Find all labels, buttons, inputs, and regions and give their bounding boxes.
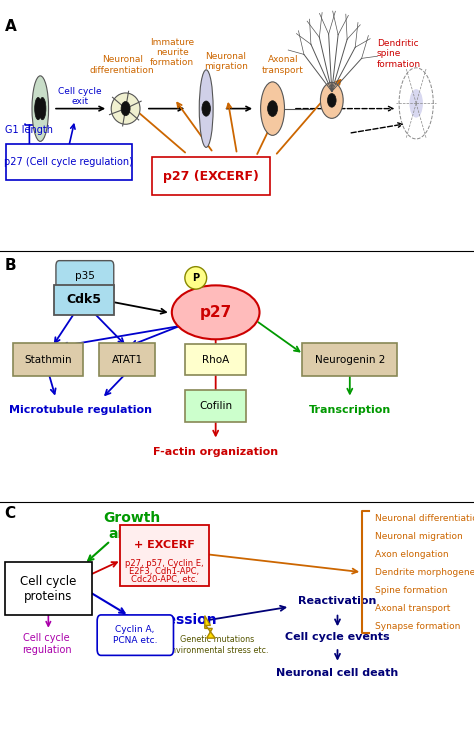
FancyBboxPatch shape xyxy=(120,525,209,586)
Ellipse shape xyxy=(328,94,336,107)
Ellipse shape xyxy=(121,102,130,116)
Text: Synapse formation: Synapse formation xyxy=(375,622,461,631)
Text: Cell cycle events: Cell cycle events xyxy=(285,632,390,643)
Text: Dendritic
spine
formation: Dendritic spine formation xyxy=(377,39,421,69)
Text: A: A xyxy=(5,19,17,34)
Text: E2F3, Cdh1-APC,: E2F3, Cdh1-APC, xyxy=(129,567,200,576)
Text: p27, p57, Cyclin E,: p27, p57, Cyclin E, xyxy=(125,559,204,568)
Text: F-actin organization: F-actin organization xyxy=(153,446,278,457)
FancyBboxPatch shape xyxy=(99,343,155,376)
Text: Cell cycle
regulation: Cell cycle regulation xyxy=(22,634,71,655)
Text: Cdc20-APC, etc.: Cdc20-APC, etc. xyxy=(131,575,198,584)
Polygon shape xyxy=(205,616,215,638)
Text: Neuronal
migration: Neuronal migration xyxy=(204,52,248,71)
Ellipse shape xyxy=(185,267,207,289)
Ellipse shape xyxy=(202,101,210,116)
Text: RhoA: RhoA xyxy=(202,354,229,365)
FancyBboxPatch shape xyxy=(56,261,114,292)
Text: Cell cycle
exit: Cell cycle exit xyxy=(58,87,101,106)
Text: p35: p35 xyxy=(75,271,95,282)
FancyBboxPatch shape xyxy=(302,343,397,376)
Text: Axon elongation: Axon elongation xyxy=(375,550,449,559)
Text: G1 length: G1 length xyxy=(5,125,54,136)
Text: Dendrite morphogenesis: Dendrite morphogenesis xyxy=(375,568,474,577)
Text: Microtubule regulation: Microtubule regulation xyxy=(9,404,152,415)
Text: Growth
arrest: Growth arrest xyxy=(103,511,160,541)
Ellipse shape xyxy=(267,101,277,117)
Text: Cdk5: Cdk5 xyxy=(66,294,101,306)
Text: Cell cycle
proteins: Cell cycle proteins xyxy=(20,574,76,603)
Ellipse shape xyxy=(199,70,213,148)
FancyBboxPatch shape xyxy=(185,390,246,422)
Text: Transcription: Transcription xyxy=(309,404,391,415)
Text: Axonal
transport: Axonal transport xyxy=(262,55,304,75)
Text: p27 (Cell cycle regulation): p27 (Cell cycle regulation) xyxy=(4,157,133,167)
Ellipse shape xyxy=(320,82,343,118)
FancyBboxPatch shape xyxy=(6,144,132,180)
FancyBboxPatch shape xyxy=(185,344,246,375)
FancyBboxPatch shape xyxy=(4,562,92,615)
FancyBboxPatch shape xyxy=(97,615,173,655)
Text: Suppression: Suppression xyxy=(120,613,217,627)
Ellipse shape xyxy=(32,76,49,142)
Ellipse shape xyxy=(261,82,284,136)
Text: Neuronal differentiation: Neuronal differentiation xyxy=(375,514,474,523)
Text: p27: p27 xyxy=(200,305,232,320)
Text: Spine formation: Spine formation xyxy=(375,586,448,595)
FancyBboxPatch shape xyxy=(152,157,270,195)
Text: Neuronal cell death: Neuronal cell death xyxy=(276,667,399,678)
Text: Stathmin: Stathmin xyxy=(25,354,72,365)
Text: Immature
neurite
formation: Immature neurite formation xyxy=(150,37,194,67)
Text: ATAT1: ATAT1 xyxy=(111,354,143,365)
Ellipse shape xyxy=(172,285,259,339)
Text: + EXCERF: + EXCERF xyxy=(134,540,195,551)
Text: B: B xyxy=(5,258,17,273)
Text: Reactivation: Reactivation xyxy=(298,596,377,607)
FancyBboxPatch shape xyxy=(54,285,114,315)
Text: Neurogenin 2: Neurogenin 2 xyxy=(315,354,385,365)
Ellipse shape xyxy=(39,97,46,120)
Text: p27 (EXCERF): p27 (EXCERF) xyxy=(163,169,259,183)
Text: Cyclin A,
PCNA etc.: Cyclin A, PCNA etc. xyxy=(113,625,157,645)
Text: Cofilin: Cofilin xyxy=(199,401,232,411)
Ellipse shape xyxy=(35,97,42,120)
Text: C: C xyxy=(5,506,16,521)
Ellipse shape xyxy=(410,89,423,118)
FancyBboxPatch shape xyxy=(13,343,83,376)
Text: P: P xyxy=(192,273,200,283)
Text: Axonal transport: Axonal transport xyxy=(375,604,451,613)
Ellipse shape xyxy=(111,93,140,124)
Text: Neuronal
differentiation: Neuronal differentiation xyxy=(90,55,155,75)
Text: Genetic mutations
Environmental stress etc.: Genetic mutations Environmental stress e… xyxy=(166,635,268,655)
Text: Neuronal migration: Neuronal migration xyxy=(375,532,463,541)
